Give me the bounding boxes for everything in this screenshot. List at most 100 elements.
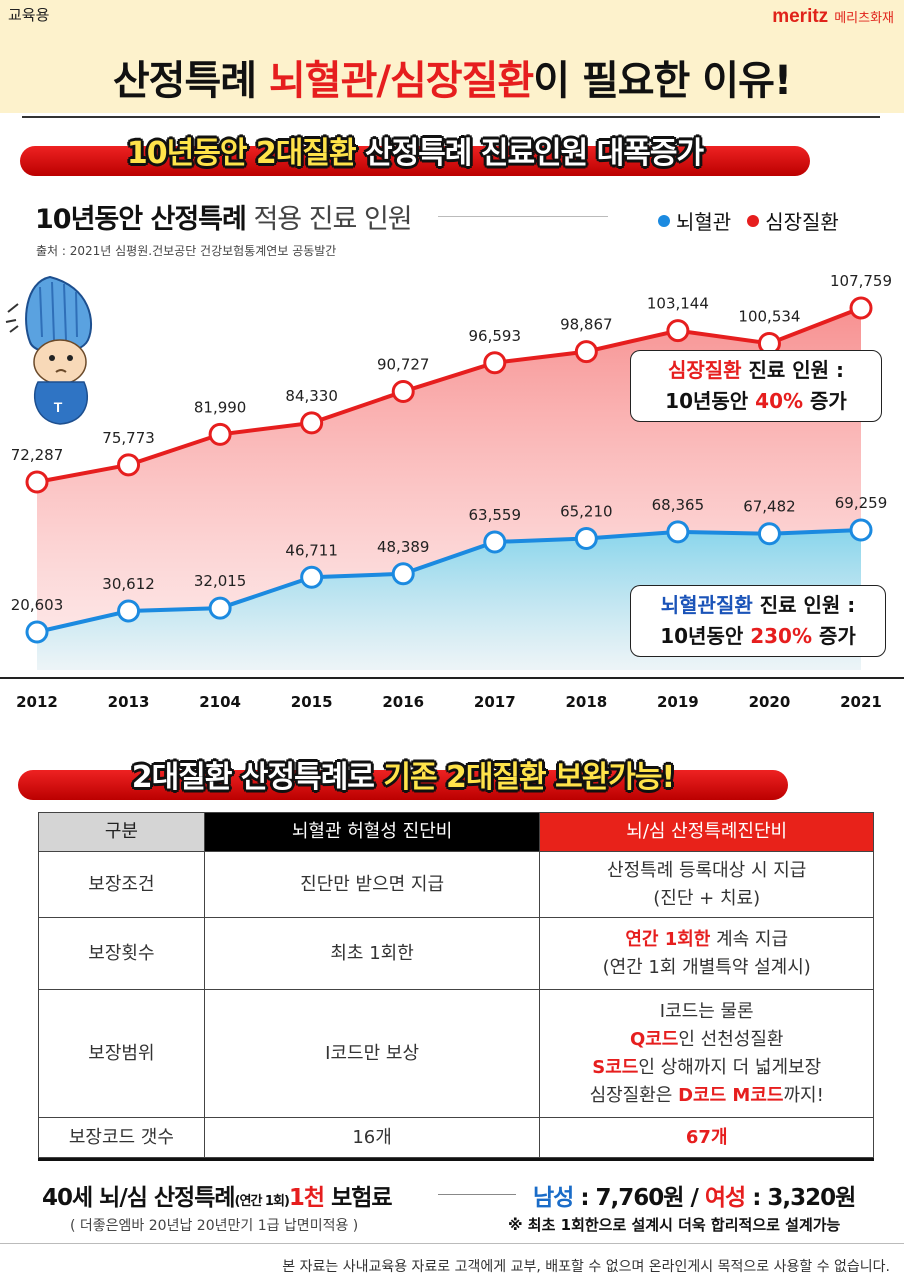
banner-bar xyxy=(18,770,788,800)
data-point-brain xyxy=(300,565,324,589)
table-row: 보장횟수 최초 1회한 연간 1회한 계속 지급 (연간 1회 개별특약 설계시… xyxy=(38,917,874,990)
cell-scope-special: I코드는 물론 Q코드인 선천성질환 S코드인 상해까지 더 넓게보장 심장질환… xyxy=(539,989,874,1118)
chart-title-divider xyxy=(438,216,608,217)
data-point-brain xyxy=(483,530,507,554)
data-point-heart xyxy=(483,351,507,375)
brand-logo: meritz xyxy=(772,6,829,27)
banner-highlight: 기존 2대질환 보완가능! xyxy=(383,760,675,795)
premium-label-small: (연간 1회) xyxy=(234,1194,290,1209)
chart-source: 출처 : 2021년 심평원.건보공단 건강보험통계연보 공동발간 xyxy=(36,244,337,258)
callout-heart-pre: 10년동안 xyxy=(665,389,756,413)
callout-brain-percent: 230% xyxy=(750,624,813,648)
cell-scope-brain: I코드만 보상 xyxy=(203,989,541,1118)
cell-line: 산정특례 등록대상 시 지급 xyxy=(607,859,807,881)
data-label-heart: 98,867 xyxy=(560,316,613,334)
banner-highlight: 10년동안 2대질환 xyxy=(126,136,357,171)
data-point-heart xyxy=(300,411,324,435)
data-point-brain xyxy=(666,520,690,544)
data-label-brain: 68,365 xyxy=(652,496,705,514)
x-tick-label: 2019 xyxy=(657,693,699,711)
data-point-heart xyxy=(666,319,690,343)
chart-legend: 뇌혈관 심장질환 xyxy=(658,206,839,235)
data-label-brain: 32,015 xyxy=(194,572,247,590)
section-banner-growth: 10년동안 2대질환 산정특례 진료인원 대폭증가 xyxy=(20,128,810,182)
data-point-brain xyxy=(208,596,232,620)
data-point-heart xyxy=(391,380,415,404)
data-label-brain: 48,389 xyxy=(377,538,430,556)
premium-values: 남성 : 7,760원 / 여성 : 3,320원 xyxy=(533,1178,856,1212)
data-label-brain: 65,210 xyxy=(560,502,613,520)
data-label-heart: 100,534 xyxy=(738,307,800,325)
data-point-brain xyxy=(25,620,49,644)
legend-label-heart: 심장질환 xyxy=(765,210,839,234)
data-point-heart xyxy=(574,340,598,364)
banner-rest: 2대질환 산정특례로 xyxy=(131,760,384,795)
cell-red-text: S코드 xyxy=(592,1056,639,1078)
legend-dot-heart xyxy=(747,214,760,227)
brand: meritz 메리츠화재 xyxy=(772,6,894,28)
x-tick-label: 2013 xyxy=(108,693,150,711)
callout-heart-red: 심장질환 xyxy=(667,358,742,382)
section-banner-complement: 2대질환 산정특례로 기존 2대질환 보완가능! xyxy=(18,752,788,806)
premium-male-label: 남성 xyxy=(533,1185,574,1211)
cell-codes-brain: 16개 xyxy=(203,1117,541,1158)
cell-red-text: 67개 xyxy=(685,1126,728,1148)
data-point-brain xyxy=(757,522,781,546)
row-label-scope: 보장범위 xyxy=(38,989,205,1118)
data-point-brain xyxy=(849,518,873,542)
data-point-heart xyxy=(208,422,232,446)
cell-line: 연간 1회한 계속 지급 xyxy=(540,926,873,954)
x-tick-label: 2104 xyxy=(199,693,241,711)
premium-label-pre: 40세 뇌/심 산정특례 xyxy=(42,1185,236,1211)
chart-title-bold: 10년동안 산정특례 xyxy=(35,204,247,235)
data-label-heart: 96,593 xyxy=(469,327,522,345)
cell-line: Q코드인 선천성질환 xyxy=(540,1026,873,1054)
premium-label-red: 1천 xyxy=(288,1185,325,1211)
cell-condition-special: 산정특례 등록대상 시 지급 (진단 + 치료) xyxy=(539,851,874,918)
row-label-count: 보장횟수 xyxy=(38,917,205,990)
title-highlight: 뇌혈관/심장질환 xyxy=(269,58,534,104)
table-header-special: 뇌/심 산정특례진단비 xyxy=(539,812,874,852)
x-tick-label: 2018 xyxy=(565,693,607,711)
data-point-heart xyxy=(25,470,49,494)
legend-label-brain: 뇌혈관 xyxy=(676,210,732,234)
x-tick-label: 2016 xyxy=(382,693,424,711)
premium-male-value: : 7,760원 / xyxy=(573,1185,705,1211)
disclaimer: 본 자료는 사내교육용 자료로 고객에게 교부, 배포할 수 없으며 온라인게시… xyxy=(282,1259,890,1275)
data-label-brain: 69,259 xyxy=(835,494,888,512)
x-tick-label: 2012 xyxy=(16,693,58,711)
data-label-brain: 63,559 xyxy=(469,506,522,524)
row-label-codes: 보장코드 갯수 xyxy=(38,1117,205,1158)
callout-heart-percent: 40% xyxy=(755,389,804,413)
page-title: 산정특례 뇌혈관/심장질환이 필요한 이유! xyxy=(0,48,904,106)
title-part2: 이 필요한 이유! xyxy=(533,58,792,104)
svg-text:T: T xyxy=(54,399,63,415)
callout-brain-line1: 뇌혈관질환 진료 인원 : xyxy=(641,590,875,621)
callout-heart-post: 증가 xyxy=(803,389,847,413)
premium-female-label: 여성 xyxy=(704,1185,746,1211)
premium-female-value: : 3,320원 xyxy=(745,1185,856,1211)
cell-red-text: 연간 1회한 xyxy=(625,928,711,950)
table-bottom-rule xyxy=(38,1158,874,1161)
header-divider xyxy=(22,116,880,118)
cell-text: 심장질환은 xyxy=(589,1084,679,1106)
brand-name: 메리츠화재 xyxy=(834,11,894,26)
data-label-heart: 84,330 xyxy=(285,387,338,405)
data-point-brain xyxy=(117,599,141,623)
data-label-brain: 46,711 xyxy=(285,541,338,559)
callout-brain-rest: 진료 인원 : xyxy=(752,593,856,617)
data-point-brain xyxy=(574,526,598,550)
callout-heart-rest: 진료 인원 : xyxy=(741,358,845,382)
callout-heart-line1: 심장질환 진료 인원 : xyxy=(641,355,871,386)
legend-dot-brain xyxy=(658,214,670,227)
premium-label-post: 보험료 xyxy=(324,1185,392,1211)
cell-text: 계속 지급 xyxy=(710,928,789,950)
callout-heart-line2: 10년동안 40% 증가 xyxy=(641,386,871,417)
callout-brain-post: 증가 xyxy=(812,624,856,648)
table-row: 보장조건 진단만 받으면 지급 산정특례 등록대상 시 지급 (진단 + 치료) xyxy=(38,851,874,918)
premium-label: 40세 뇌/심 산정특례(연간 1회)1천 보험료 xyxy=(42,1178,393,1212)
callout-brain-blue: 뇌혈관질환 xyxy=(660,593,753,617)
table-row: 보장범위 I코드만 보상 I코드는 물론 Q코드인 선천성질환 S코드인 상해까… xyxy=(38,989,874,1118)
cell-line: 심장질환은 D코드 M코드까지! xyxy=(540,1082,873,1110)
callout-heart: 심장질환 진료 인원 : 10년동안 40% 증가 xyxy=(630,350,882,422)
